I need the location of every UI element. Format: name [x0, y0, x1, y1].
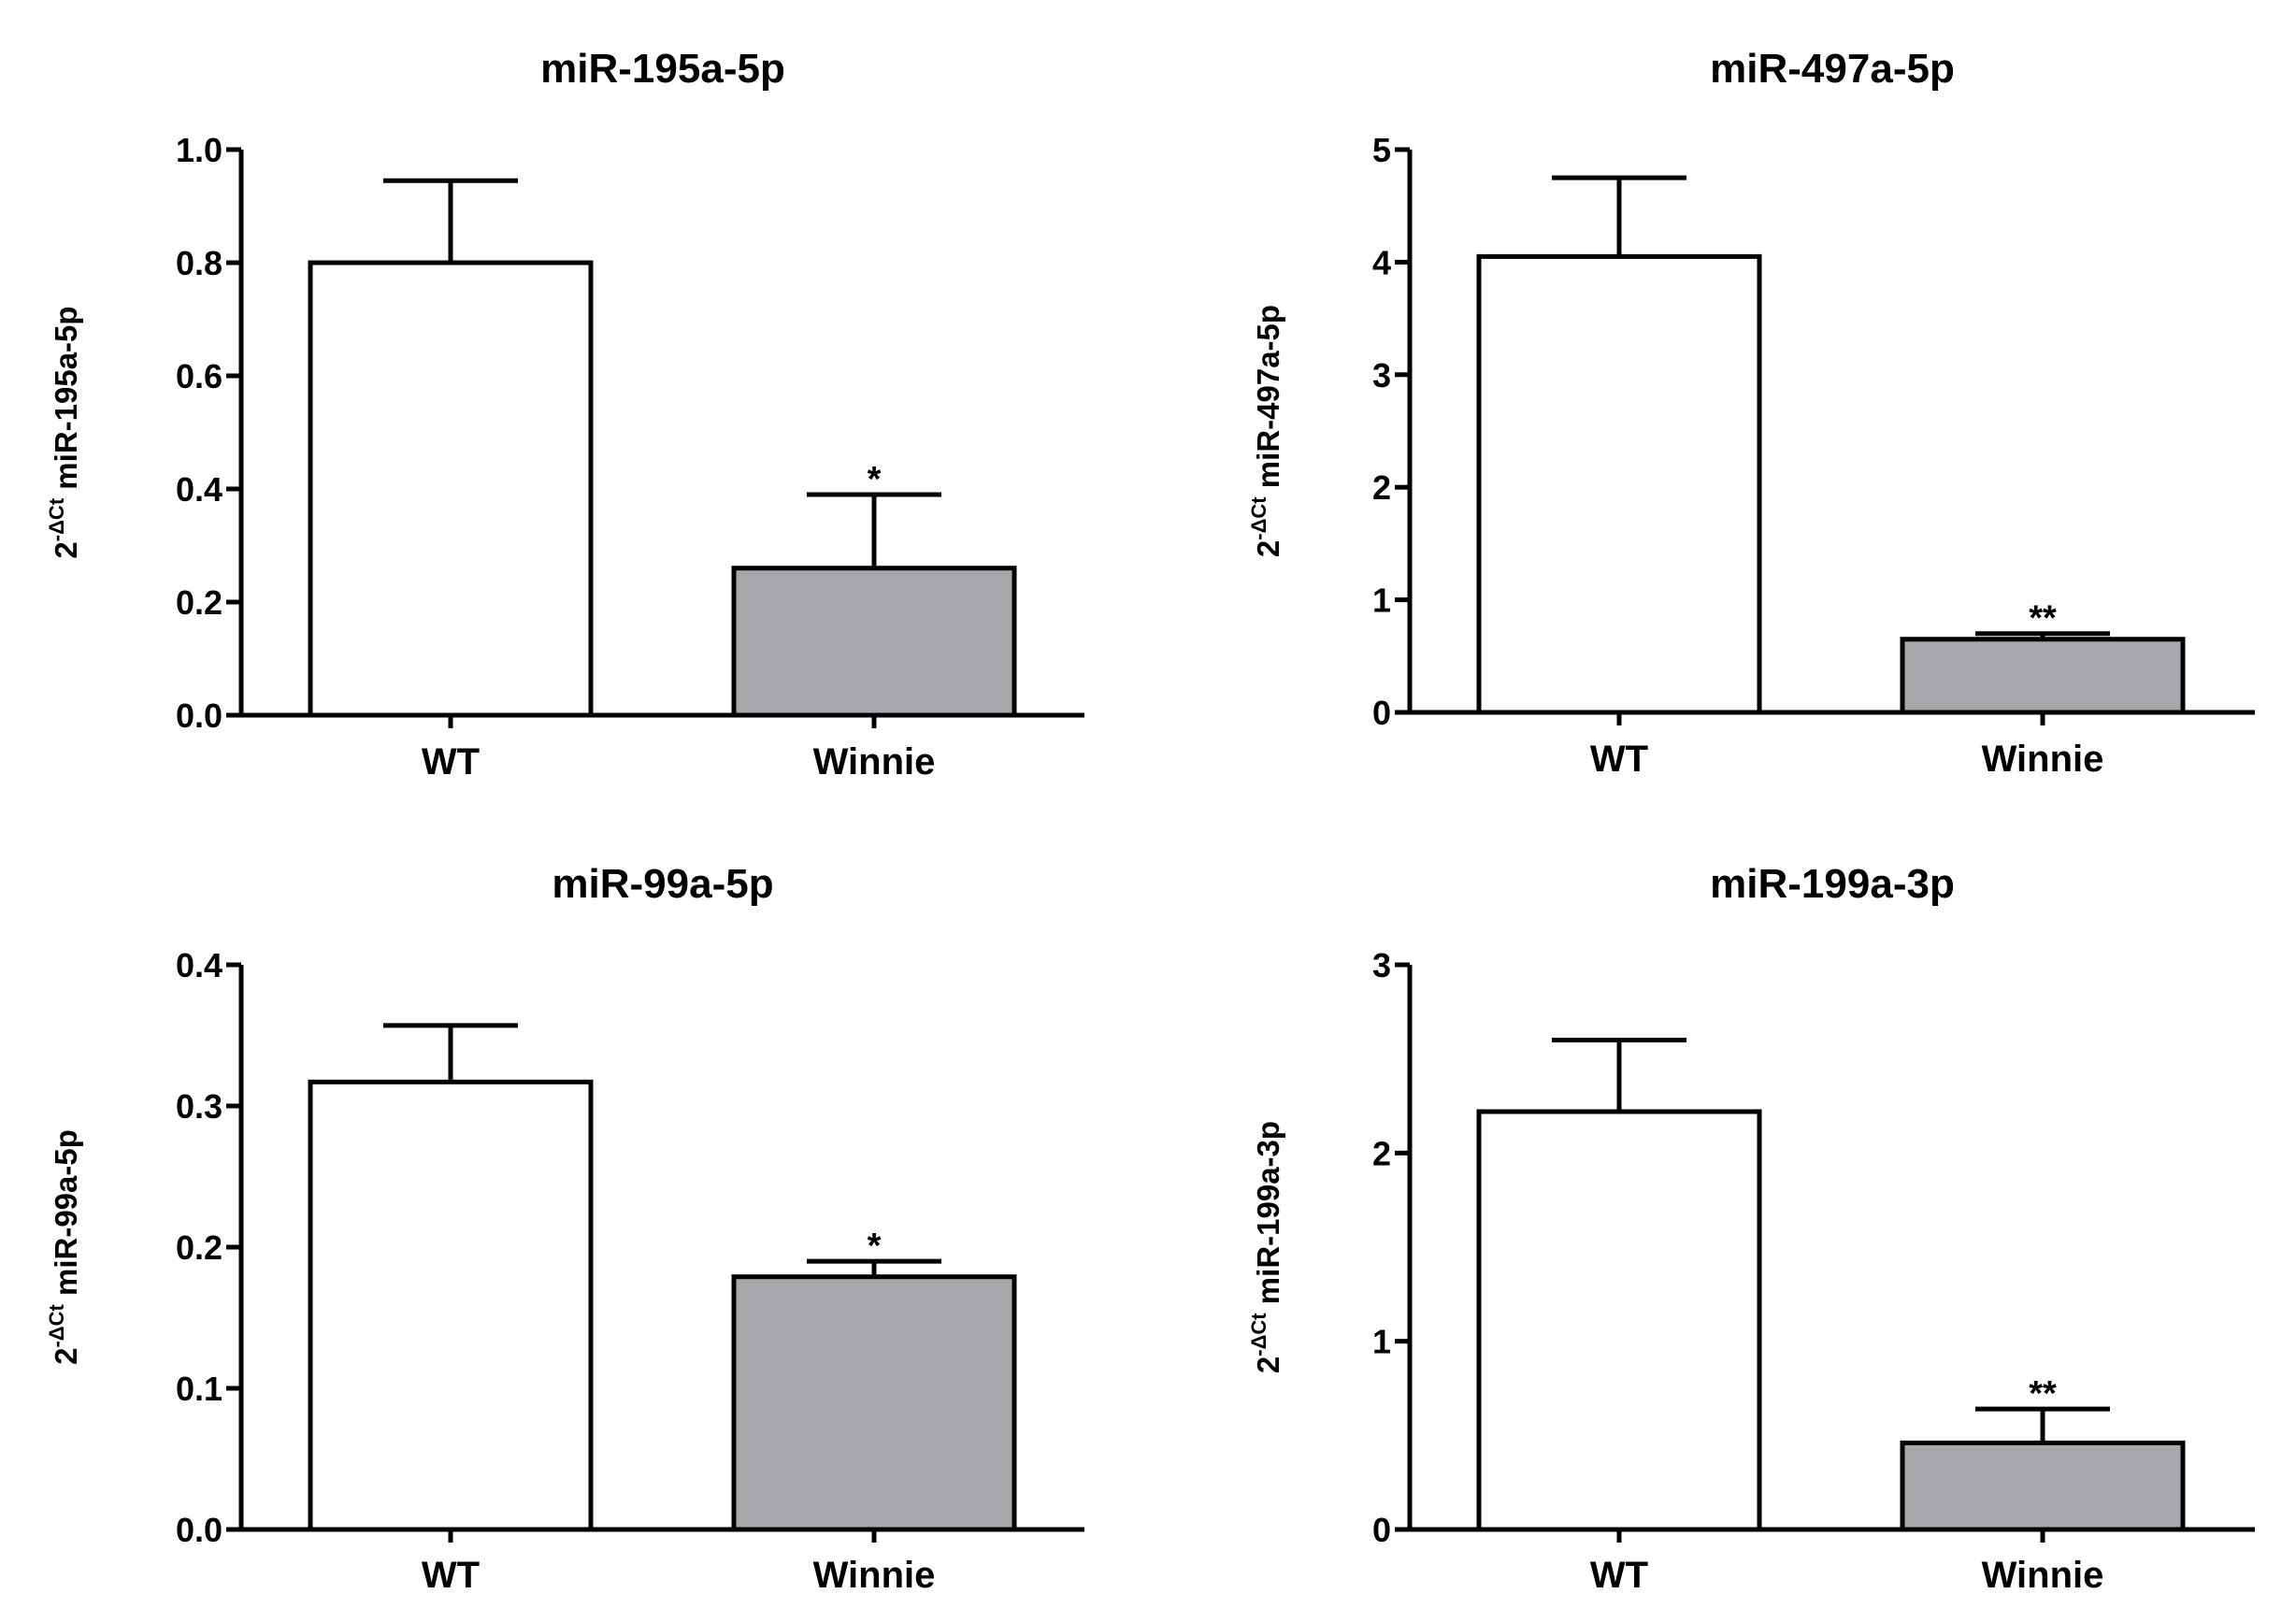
y-tick-label: 0.2 [176, 583, 222, 622]
chart-title: miR-199a-3p [1710, 861, 1955, 907]
y-tick-label: 5 [1372, 131, 1391, 169]
bar-winnie [731, 566, 1017, 718]
y-tick-label: 1.0 [176, 131, 222, 169]
chart-panel-2: miR-497a-5p WT ** Winnie 0 1 2 3 4 5 2-ΔCt miR-497… [1247, 46, 2255, 780]
chart-panel-4: miR-199a-3p WT ** Winnie 0 1 2 3 2-ΔCt miR-199a-… [1247, 861, 2255, 1596]
significance-marker: * [868, 1227, 882, 1266]
x-tick-label: Winnie [813, 741, 936, 782]
chart-title: miR-99a-5p [552, 861, 773, 907]
y-tick-label: 0.0 [176, 696, 222, 735]
y-tick-label: 0 [1372, 694, 1391, 732]
x-tick-label: Winnie [1982, 1555, 2104, 1596]
significance-marker: ** [2029, 1374, 2057, 1414]
bar-winnie [1900, 637, 2186, 715]
chart-panel-1: miR-195a-5p WT * Winnie 0.0 0.2 0.4 0.6 0.8 1.0 2-… [45, 46, 1084, 782]
x-tick-label: WT [422, 1555, 480, 1596]
y-tick-label: 1 [1372, 581, 1391, 620]
chart-title: miR-195a-5p [540, 46, 785, 92]
y-tick-label: 0.3 [176, 1087, 222, 1126]
y-tick-label: 0.6 [176, 357, 222, 395]
y-tick-label: 0.0 [176, 1511, 222, 1549]
x-tick-label: WT [422, 741, 480, 782]
x-tick-label: WT [1590, 1555, 1648, 1596]
y-tick-label: 0.8 [176, 244, 222, 282]
y-tick-label: 0.4 [176, 470, 222, 509]
y-tick-label: 2 [1372, 468, 1391, 507]
y-tick-label: 2 [1372, 1134, 1391, 1172]
y-tick-label: 0.4 [176, 946, 222, 984]
significance-marker: ** [2029, 599, 2057, 639]
y-tick-label: 0.2 [176, 1228, 222, 1267]
bar-winnie [1900, 1440, 2186, 1532]
bar-wt [308, 260, 594, 718]
y-axis-label: 2-ΔCt miR-199a-3p [1247, 1121, 1285, 1373]
x-tick-label: WT [1590, 739, 1648, 780]
y-tick-label: 1 [1372, 1323, 1391, 1361]
y-axis-label: 2-ΔCt miR-99a-5p [45, 1129, 83, 1365]
y-tick-label: 4 [1372, 243, 1391, 281]
y-axis-label: 2-ΔCt miR-497a-5p [1247, 305, 1285, 557]
bar-wt [308, 1079, 594, 1532]
significance-marker: * [868, 460, 882, 499]
y-axis-label: 2-ΔCt miR-195a-5p [45, 306, 83, 558]
chart-title: miR-497a-5p [1710, 46, 1955, 92]
bar-wt [1476, 253, 1762, 715]
chart-panel-3: miR-99a-5p WT * Winnie 0.0 0.1 0.2 0.3 0.4 2-ΔCt … [45, 861, 1084, 1596]
y-tick-label: 0 [1372, 1511, 1391, 1549]
y-tick-label: 3 [1372, 946, 1391, 984]
bar-wt [1476, 1109, 1762, 1532]
y-tick-label: 0.1 [176, 1370, 222, 1408]
x-tick-label: Winnie [813, 1555, 936, 1596]
x-tick-label: Winnie [1982, 739, 2104, 780]
y-tick-label: 3 [1372, 356, 1391, 395]
bar-winnie [731, 1274, 1017, 1532]
